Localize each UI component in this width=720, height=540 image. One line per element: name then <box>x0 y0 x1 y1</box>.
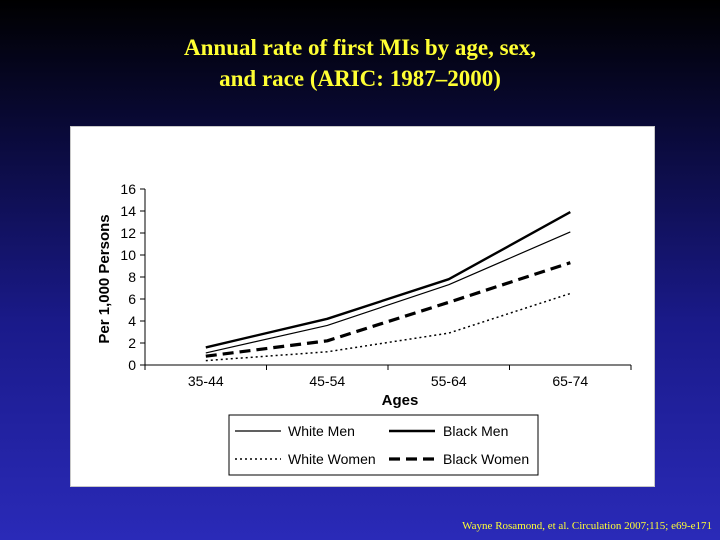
legend-label: White Men <box>288 423 355 439</box>
x-axis-title: Ages <box>382 392 419 409</box>
y-tick-label: 16 <box>120 181 136 197</box>
legend-label: Black Women <box>443 451 529 467</box>
legend-box <box>228 414 539 476</box>
x-tick-label: 45-54 <box>309 373 345 389</box>
x-tick-label: 55-64 <box>431 373 467 389</box>
series-line-white-men <box>205 231 571 354</box>
series-line-white-women <box>205 292 571 362</box>
y-tick-label: 0 <box>128 357 136 373</box>
y-axis-title: Per 1,000 Persons <box>96 214 113 343</box>
y-tick-label: 2 <box>128 335 136 351</box>
y-tick-label: 4 <box>128 313 136 329</box>
line-chart: 0 2 4 6 8 10 12 14 16 35-44 45-54 55-64 65-74 Ages Per… <box>96 181 632 476</box>
citation-text: Wayne Rosamond, et al. Circulation 2007;… <box>462 520 712 532</box>
series-line-black-women <box>205 261 571 358</box>
series-line-black-men <box>205 211 571 349</box>
y-tick-label: 12 <box>120 225 136 241</box>
title-line-1: Annual rate of first MIs by age, sex, <box>184 35 536 60</box>
title-line-2: and race (ARIC: 1987–2000) <box>219 66 501 91</box>
chart-panel: 0 2 4 6 8 10 12 14 16 35-44 45-54 55-64 65-74 Ages Per… <box>70 126 655 487</box>
y-tick-label: 8 <box>128 269 136 285</box>
slide-title: Annual rate of first MIs by age, sex, an… <box>60 32 660 94</box>
legend-label: Black Men <box>443 423 508 439</box>
x-tick-label: 35-44 <box>188 373 224 389</box>
x-tick-label: 65-74 <box>552 373 588 389</box>
y-tick-label: 14 <box>120 203 136 219</box>
y-tick-label: 10 <box>120 247 136 263</box>
legend-label: White Women <box>288 451 376 467</box>
y-tick-label: 6 <box>128 291 136 307</box>
